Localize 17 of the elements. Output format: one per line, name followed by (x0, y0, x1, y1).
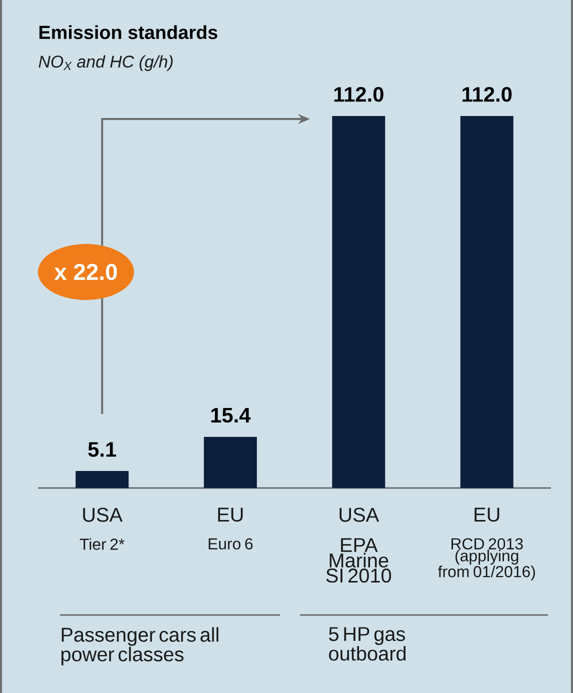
text: Euro 6 (208, 538, 253, 550)
text: Passenger cars all power classes (61, 627, 218, 666)
x-tick-label: USA (340, 508, 380, 522)
chart-title: Emission standards (39, 25, 218, 40)
text: 5 HP gas outboard (328, 627, 406, 661)
data-label: 112.0 (462, 86, 512, 102)
text: EPA Marine SI 2010 (326, 538, 392, 583)
chart-subtitle: NO$_{X}$ and HC (g/h) (38, 55, 173, 71)
data-label: 15.4 (211, 408, 251, 423)
annotation: x 22.0 (54, 264, 117, 280)
x-tick-label: EU (474, 508, 500, 522)
text: Tier 2* (80, 538, 124, 550)
x-tick-label: USA (83, 508, 123, 522)
text: RCD 2013 (applying from 01/2016) (438, 538, 535, 580)
x-tick-label: EU (218, 508, 243, 522)
data-label: 5.1 (88, 442, 116, 457)
data-label: 112.0 (334, 86, 384, 102)
